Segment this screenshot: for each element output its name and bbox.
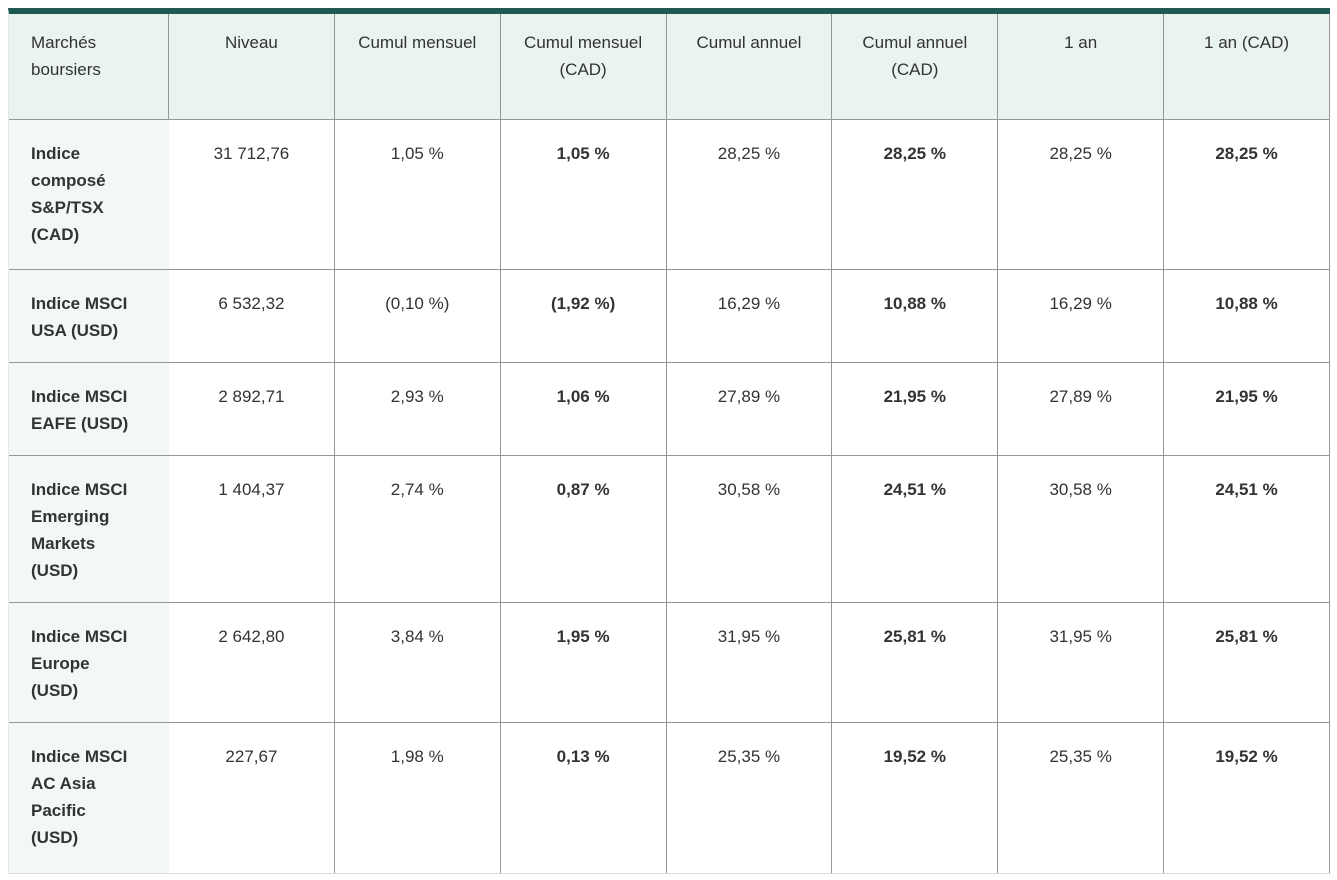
col-header-marches-boursiers: Marchés boursiers (9, 14, 169, 120)
table-body: Indice composé S&P/TSX (CAD) 31 712,76 1… (9, 120, 1330, 873)
cell-cumul-annuel-cad: 19,52 % (832, 723, 999, 873)
row-label: Indice MSCI EAFE (USD) (9, 363, 169, 456)
table-row-msci-emerging: Indice MSCI Emerging Markets (USD) 1 404… (9, 456, 1330, 603)
cell-1-an: 28,25 % (998, 120, 1165, 270)
cell-cumul-annuel-cad: 25,81 % (832, 603, 999, 723)
cell-1-an-cad: 28,25 % (1164, 120, 1330, 270)
cell-niveau: 2 642,80 (169, 603, 335, 723)
cell-cumul-mensuel: 1,05 % (334, 120, 501, 270)
row-label: Indice MSCI USA (USD) (9, 270, 169, 363)
cell-1-an-cad: 25,81 % (1164, 603, 1330, 723)
row-label: Indice MSCI Europe (USD) (9, 603, 169, 723)
cell-1-an-cad: 24,51 % (1164, 456, 1330, 603)
cell-cumul-mensuel: 1,98 % (334, 723, 501, 873)
cell-cumul-annuel: 16,29 % (666, 270, 833, 363)
cell-cumul-annuel: 25,35 % (666, 723, 833, 873)
cell-niveau: 2 892,71 (169, 363, 335, 456)
col-header-niveau: Niveau (169, 14, 335, 120)
cell-niveau: 31 712,76 (169, 120, 335, 270)
cell-cumul-mensuel-cad: 1,95 % (500, 603, 667, 723)
cell-cumul-mensuel: 2,74 % (334, 456, 501, 603)
table-header: Marchés boursiers Niveau Cumul mensuel C… (9, 14, 1330, 120)
col-header-1-an-cad: 1 an (CAD) (1164, 14, 1330, 120)
row-label: Indice composé S&P/TSX (CAD) (9, 120, 169, 270)
cell-1-an-cad: 10,88 % (1164, 270, 1330, 363)
cell-cumul-mensuel-cad: 0,13 % (500, 723, 667, 873)
cell-cumul-mensuel-cad: (1,92 %) (500, 270, 667, 363)
cell-1-an-cad: 19,52 % (1164, 723, 1330, 873)
market-indices-table-container: Marchés boursiers Niveau Cumul mensuel C… (8, 8, 1330, 874)
row-label: Indice MSCI AC Asia Pacific (USD) (9, 723, 169, 873)
market-indices-table: Marchés boursiers Niveau Cumul mensuel C… (9, 14, 1330, 873)
col-header-cumul-annuel-cad: Cumul annuel (CAD) (832, 14, 999, 120)
cell-cumul-mensuel-cad: 0,87 % (500, 456, 667, 603)
cell-cumul-annuel: 27,89 % (666, 363, 833, 456)
cell-1-an: 27,89 % (998, 363, 1165, 456)
table-row-sptsx: Indice composé S&P/TSX (CAD) 31 712,76 1… (9, 120, 1330, 270)
table-row-msci-usa: Indice MSCI USA (USD) 6 532,32 (0,10 %) … (9, 270, 1330, 363)
cell-niveau: 227,67 (169, 723, 335, 873)
cell-1-an: 16,29 % (998, 270, 1165, 363)
cell-cumul-annuel: 28,25 % (666, 120, 833, 270)
cell-cumul-annuel: 31,95 % (666, 603, 833, 723)
cell-cumul-annuel-cad: 21,95 % (832, 363, 999, 456)
cell-cumul-annuel: 30,58 % (666, 456, 833, 603)
cell-cumul-annuel-cad: 28,25 % (832, 120, 999, 270)
table-row-msci-asia-pacific: Indice MSCI AC Asia Pacific (USD) 227,67… (9, 723, 1330, 873)
cell-cumul-annuel-cad: 24,51 % (832, 456, 999, 603)
cell-1-an-cad: 21,95 % (1164, 363, 1330, 456)
cell-1-an: 31,95 % (998, 603, 1165, 723)
cell-cumul-mensuel-cad: 1,05 % (500, 120, 667, 270)
cell-cumul-mensuel: (0,10 %) (334, 270, 501, 363)
cell-1-an: 30,58 % (998, 456, 1165, 603)
cell-cumul-annuel-cad: 10,88 % (832, 270, 999, 363)
cell-cumul-mensuel: 3,84 % (334, 603, 501, 723)
cell-niveau: 1 404,37 (169, 456, 335, 603)
row-label: Indice MSCI Emerging Markets (USD) (9, 456, 169, 603)
cell-niveau: 6 532,32 (169, 270, 335, 363)
table-row-msci-eafe: Indice MSCI EAFE (USD) 2 892,71 2,93 % 1… (9, 363, 1330, 456)
col-header-cumul-annuel: Cumul annuel (666, 14, 833, 120)
table-row-msci-europe: Indice MSCI Europe (USD) 2 642,80 3,84 %… (9, 603, 1330, 723)
header-row: Marchés boursiers Niveau Cumul mensuel C… (9, 14, 1330, 120)
col-header-cumul-mensuel-cad: Cumul mensuel (CAD) (500, 14, 667, 120)
cell-cumul-mensuel-cad: 1,06 % (500, 363, 667, 456)
cell-1-an: 25,35 % (998, 723, 1165, 873)
cell-cumul-mensuel: 2,93 % (334, 363, 501, 456)
col-header-1-an: 1 an (998, 14, 1165, 120)
col-header-cumul-mensuel: Cumul mensuel (334, 14, 501, 120)
